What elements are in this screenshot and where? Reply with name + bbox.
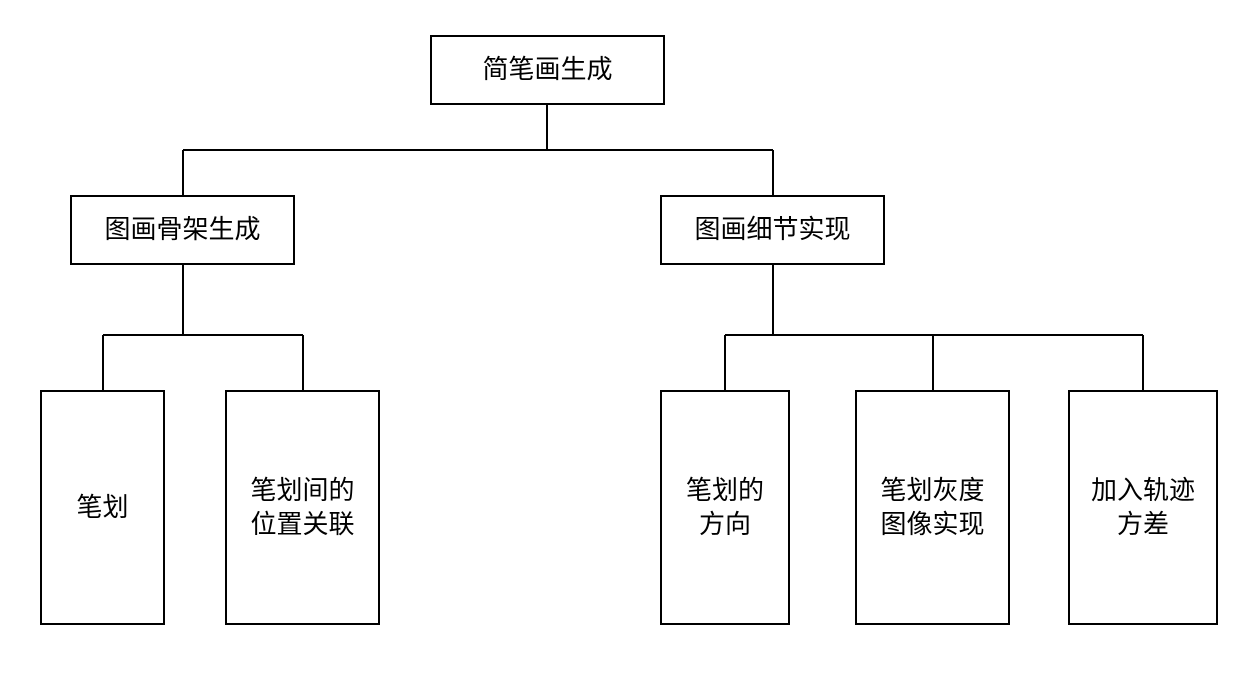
node-stroke-direction-label: 笔划的方向 — [686, 474, 764, 542]
node-trajectory-variance: 加入轨迹方差 — [1068, 390, 1218, 625]
node-stroke-gray-label: 笔划灰度图像实现 — [880, 474, 984, 542]
node-detail: 图画细节实现 — [660, 195, 885, 265]
node-trajectory-variance-label: 加入轨迹方差 — [1091, 474, 1195, 542]
node-stroke-position-label: 笔划间的位置关联 — [250, 474, 354, 542]
node-skeleton-label: 图画骨架生成 — [104, 213, 260, 247]
node-stroke-gray: 笔划灰度图像实现 — [855, 390, 1010, 625]
node-skeleton: 图画骨架生成 — [70, 195, 295, 265]
node-stroke-label: 笔划 — [76, 491, 128, 525]
node-detail-label: 图画细节实现 — [694, 213, 850, 247]
node-stroke-direction: 笔划的方向 — [660, 390, 790, 625]
node-root-label: 简笔画生成 — [482, 53, 612, 87]
node-stroke: 笔划 — [40, 390, 165, 625]
node-stroke-position: 笔划间的位置关联 — [225, 390, 380, 625]
node-root: 简笔画生成 — [430, 35, 665, 105]
